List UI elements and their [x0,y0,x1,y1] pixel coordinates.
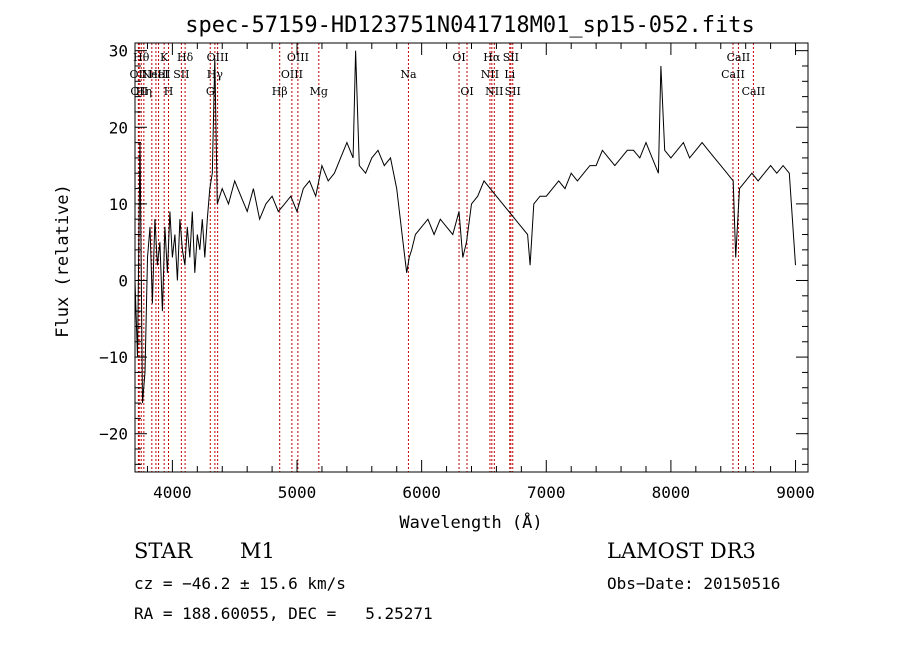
spectral-line-label: OIII [207,51,229,64]
spectral-line-label: OIII [281,68,303,81]
spectral-line-label: Hθ [133,51,150,64]
spectral-line-label: OIII [287,51,309,64]
object-subclass: M1 [240,539,275,563]
spectral-line-label: OI [452,51,465,64]
spectral-line-label: SII [173,68,189,81]
y-tick-label: 30 [109,42,128,61]
y-axis-label: Flux (relative) [53,184,73,338]
x-tick-label: 4000 [153,483,192,502]
y-axis: −20 −10 0 10 20 30 [99,42,808,465]
x-tick-label: 9000 [776,483,815,502]
x-tick-label: 6000 [402,483,441,502]
ra-dec-coordinates: RA = 188.60055, DEC = 5.25271 [134,604,433,623]
y-tick-label: −20 [99,425,128,444]
spectrum-series-line [134,50,796,404]
spectral-line-label: Hβ [272,85,288,98]
spectral-line-label: Na [400,68,417,81]
spectral-line-label: OI [460,85,473,98]
y-tick-label: 20 [109,118,128,137]
spectral-line-label: Mg [310,85,328,98]
spectral-line-label: Li [504,68,515,81]
x-axis: 4000 5000 6000 7000 8000 9000 [146,43,815,502]
spectral-line-label: OII [130,68,148,81]
spectral-line-label: NeIII [141,68,170,81]
spectral-line-label: HeI [148,68,168,81]
spectral-line-label: CaII [727,51,751,64]
spectral-line-label: Hδ [177,51,194,64]
spectral-line-label: SII [505,85,521,98]
spectral-line-labels: OIIOIIHθHηNeIIIHeIKHSIIHδGHγOIIIHβOIIIOI… [130,51,766,98]
object-class: STAR [134,539,193,563]
spectral-line-label: H [164,85,174,98]
y-tick-label: −10 [99,348,128,367]
spectral-line-label: NII [485,85,503,98]
spectral-line-markers [137,43,754,472]
observation-date: Obs−Date: 20150516 [607,574,781,593]
spectral-line-label: CaII [721,68,745,81]
spectral-line-label: SII [503,51,519,64]
survey-name: LAMOST DR3 [607,539,756,563]
spectral-line-label: Hη [136,85,152,98]
spectral-line-label: Hα [483,51,501,64]
spectral-line-label: NII [481,68,499,81]
x-axis-label: Wavelength (Å) [399,511,542,533]
x-tick-label: 8000 [652,483,691,502]
x-tick-label: 5000 [278,483,317,502]
plot-frame [134,42,809,473]
spectral-line-label: CaII [742,85,766,98]
y-tick-label: 0 [118,271,128,290]
y-tick-label: 10 [109,195,128,214]
redshift-cz: cz = −46.2 ± 15.6 km/s [134,574,346,593]
spectral-line-label: G [206,85,215,98]
spectral-line-label: K [160,51,169,64]
x-tick-label: 7000 [527,483,566,502]
chart-title: spec-57159-HD123751N041718M01_sp15-052.f… [185,13,755,38]
